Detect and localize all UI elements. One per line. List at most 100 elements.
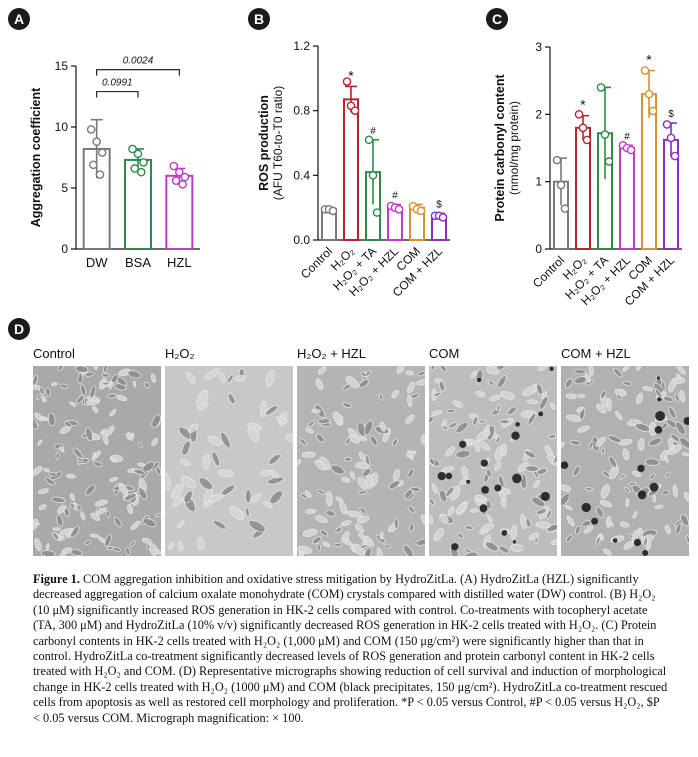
- chart-c-data-point: [574, 110, 584, 119]
- micrograph-cell: [301, 451, 316, 458]
- micrograph-h2o2-hzl: [297, 366, 425, 556]
- micrograph-cell: [476, 430, 491, 441]
- micrograph-com: [429, 366, 557, 556]
- micrograph-cell: [34, 412, 44, 422]
- micrograph-cell: [248, 519, 266, 533]
- chart-c-data-point: [666, 133, 676, 143]
- micrograph-cell: [672, 484, 678, 498]
- micrograph-cell: [92, 405, 99, 414]
- micrograph-cell: [269, 469, 279, 479]
- chart-a-comparison-bracket: [96, 69, 180, 76]
- micrograph-cell: [474, 444, 480, 453]
- micrograph-cell: [675, 421, 686, 436]
- micrograph-precipitate: [481, 486, 489, 494]
- micrograph-cell: [188, 423, 199, 434]
- micrograph-cell: [322, 541, 331, 548]
- micrograph-cell: [77, 372, 83, 385]
- micrograph-cell: [37, 439, 43, 446]
- micrograph-cell: [59, 383, 69, 389]
- micrograph-cell: [130, 520, 141, 531]
- micrograph-cell: [431, 410, 443, 416]
- micrograph-cell: [433, 391, 442, 398]
- micrograph-cell: [197, 536, 205, 550]
- micrograph-cell: [588, 366, 594, 377]
- micrograph-cell: [48, 472, 58, 477]
- chart-b-y-tick-label: 0.4: [293, 168, 310, 182]
- micrograph-cell: [581, 520, 592, 527]
- chart-c-significance-mark: #: [624, 131, 630, 142]
- micrograph-cell: [405, 450, 417, 458]
- micrograph-cell: [109, 409, 117, 417]
- micrograph-cell: [314, 459, 327, 471]
- micrograph-cell: [84, 371, 95, 377]
- micrograph-cell: [495, 435, 501, 444]
- micrograph-cell: [455, 421, 469, 434]
- micrograph-cell: [364, 547, 372, 556]
- micrograph-cell: [315, 433, 325, 443]
- micrograph-cell: [268, 453, 281, 465]
- micrograph-cell: [561, 493, 571, 507]
- chart-b-data-point: [438, 213, 448, 222]
- chart-a-aggregation: 0 5 10 15 Aggregation coefficient DW BSA HZL 0.0…: [29, 56, 200, 270]
- micrograph-cell: [34, 538, 42, 552]
- micrograph-cell: [393, 517, 399, 530]
- micrograph-cell: [445, 446, 456, 457]
- chart-c-y-tick-label: 2: [535, 107, 542, 121]
- micrograph-cell: [485, 500, 492, 510]
- chart-b-bar: [343, 98, 359, 241]
- micrograph-cell: [481, 523, 494, 532]
- chart-b-significance-mark: #: [370, 126, 376, 137]
- chart-a-data-point: [139, 158, 148, 167]
- micrograph-precipitate: [451, 543, 459, 551]
- micrograph-precipitate: [637, 490, 647, 500]
- micrograph-cell: [524, 450, 537, 459]
- micrograph-cell: [499, 419, 510, 425]
- micrograph-cell: [539, 396, 549, 410]
- micrograph-cell: [165, 471, 171, 491]
- micrograph-cell: [654, 388, 663, 399]
- micrograph-cell: [487, 514, 493, 523]
- micrograph-cell: [376, 547, 383, 556]
- micrograph-cell: [38, 386, 45, 395]
- micrograph-cell: [58, 551, 67, 556]
- micrograph-cell: [664, 524, 671, 535]
- micrograph-cell: [343, 456, 353, 462]
- micrograph-cell: [447, 506, 455, 516]
- micrograph-cell: [548, 434, 556, 439]
- chart-b-data-point: [328, 206, 338, 216]
- micrograph-cell: [478, 419, 487, 424]
- micrograph-cell: [429, 498, 435, 505]
- micrograph-cell: [588, 440, 594, 450]
- micrograph-cell: [465, 525, 473, 531]
- micrograph-cell: [336, 415, 344, 426]
- chart-c-data-point: [626, 145, 636, 155]
- micrograph-cell: [141, 537, 152, 544]
- micrograph-cell: [644, 458, 660, 466]
- micrograph-h2o2: [165, 366, 293, 556]
- figure-caption-text: COM aggregation inhibition and oxidative…: [33, 572, 668, 725]
- micrograph-precipitate: [445, 472, 453, 480]
- micrograph-cell: [606, 397, 612, 412]
- micro-label-control: Control: [33, 346, 75, 361]
- micrograph-cell: [446, 408, 456, 414]
- micrograph-cell: [565, 504, 573, 511]
- micrograph-cell: [356, 515, 370, 524]
- micrograph-cell: [485, 468, 492, 478]
- micrograph-precipitate: [642, 549, 649, 556]
- micrograph-cell: [595, 436, 606, 447]
- micrograph-cell: [463, 551, 479, 556]
- micrograph-cell: [325, 490, 333, 507]
- micrograph-cell: [550, 538, 557, 545]
- micrograph-cell: [198, 477, 213, 491]
- figure-caption-title: Figure 1.: [33, 572, 80, 586]
- micrograph-cell: [307, 420, 316, 428]
- micrograph-cell: [441, 466, 455, 473]
- chart-b-data-point: [342, 77, 352, 86]
- micrograph-cell: [177, 541, 184, 552]
- micrograph-cell: [618, 438, 633, 446]
- micrograph-cell: [528, 532, 540, 541]
- micrograph-cell: [369, 435, 378, 447]
- micrograph-cell: [601, 447, 605, 455]
- micrograph-cell: [127, 503, 134, 515]
- micrograph-precipitate: [494, 484, 502, 492]
